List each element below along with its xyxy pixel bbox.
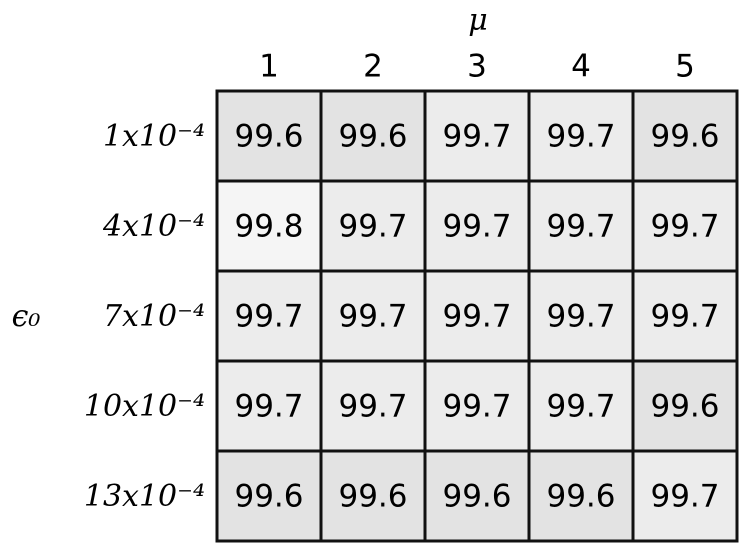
cell-label: 99.6	[338, 119, 407, 155]
cell-label: 99.7	[338, 299, 407, 335]
cell-label: 99.6	[234, 479, 303, 515]
cell-label: 99.7	[650, 479, 719, 515]
y-tick-label: 13x10⁻⁴	[84, 479, 205, 514]
cell-label: 99.7	[546, 209, 615, 245]
cell	[319, 89, 427, 183]
cell-label: 99.6	[650, 119, 719, 155]
cell-label: 99.7	[442, 299, 511, 335]
cell-label: 99.7	[442, 389, 511, 425]
cell-label: 99.8	[234, 209, 303, 245]
cell	[631, 179, 739, 273]
cell-label: 99.7	[442, 119, 511, 155]
cell-label: 99.7	[650, 299, 719, 335]
x-tick-label: 3	[467, 49, 487, 85]
y-tick-label: 7x10⁻⁴	[103, 299, 205, 334]
cell	[423, 179, 531, 273]
cell-label: 99.6	[234, 119, 303, 155]
cell-label: 99.7	[650, 209, 719, 245]
x-tick-label: 5	[675, 49, 695, 85]
cell	[319, 449, 427, 543]
cell-label: 99.7	[546, 299, 615, 335]
cell-label: 99.7	[546, 119, 615, 155]
cell-label: 99.7	[546, 389, 615, 425]
y-tick-label: 4x10⁻⁴	[102, 209, 205, 244]
x-tick-label: 2	[363, 49, 383, 85]
cell-label: 99.6	[442, 479, 511, 515]
cell	[631, 449, 739, 543]
cell-label: 99.7	[234, 299, 303, 335]
cell-label: 99.7	[442, 209, 511, 245]
cell	[631, 359, 739, 453]
cell	[423, 449, 531, 543]
cell-label: 99.6	[650, 389, 719, 425]
cell	[215, 179, 323, 273]
x-tick-label: 1	[259, 49, 279, 85]
cell	[319, 359, 427, 453]
y-axis-label: ϵ₀	[12, 299, 41, 334]
cell-label: 99.7	[338, 209, 407, 245]
cell-label: 99.7	[338, 389, 407, 425]
cell	[527, 359, 635, 453]
cell	[527, 269, 635, 363]
y-tick-label: 1x10⁻⁴	[103, 119, 205, 154]
cell-label: 99.7	[234, 389, 303, 425]
cell	[319, 269, 427, 363]
cell	[215, 449, 323, 543]
cell-label: 99.6	[546, 479, 615, 515]
y-tick-label: 10x10⁻⁴	[84, 389, 205, 424]
cell	[215, 89, 323, 183]
x-axis-label: μ	[468, 3, 488, 38]
cell-label: 99.6	[338, 479, 407, 515]
x-tick-label: 4	[571, 49, 591, 85]
cell	[215, 359, 323, 453]
